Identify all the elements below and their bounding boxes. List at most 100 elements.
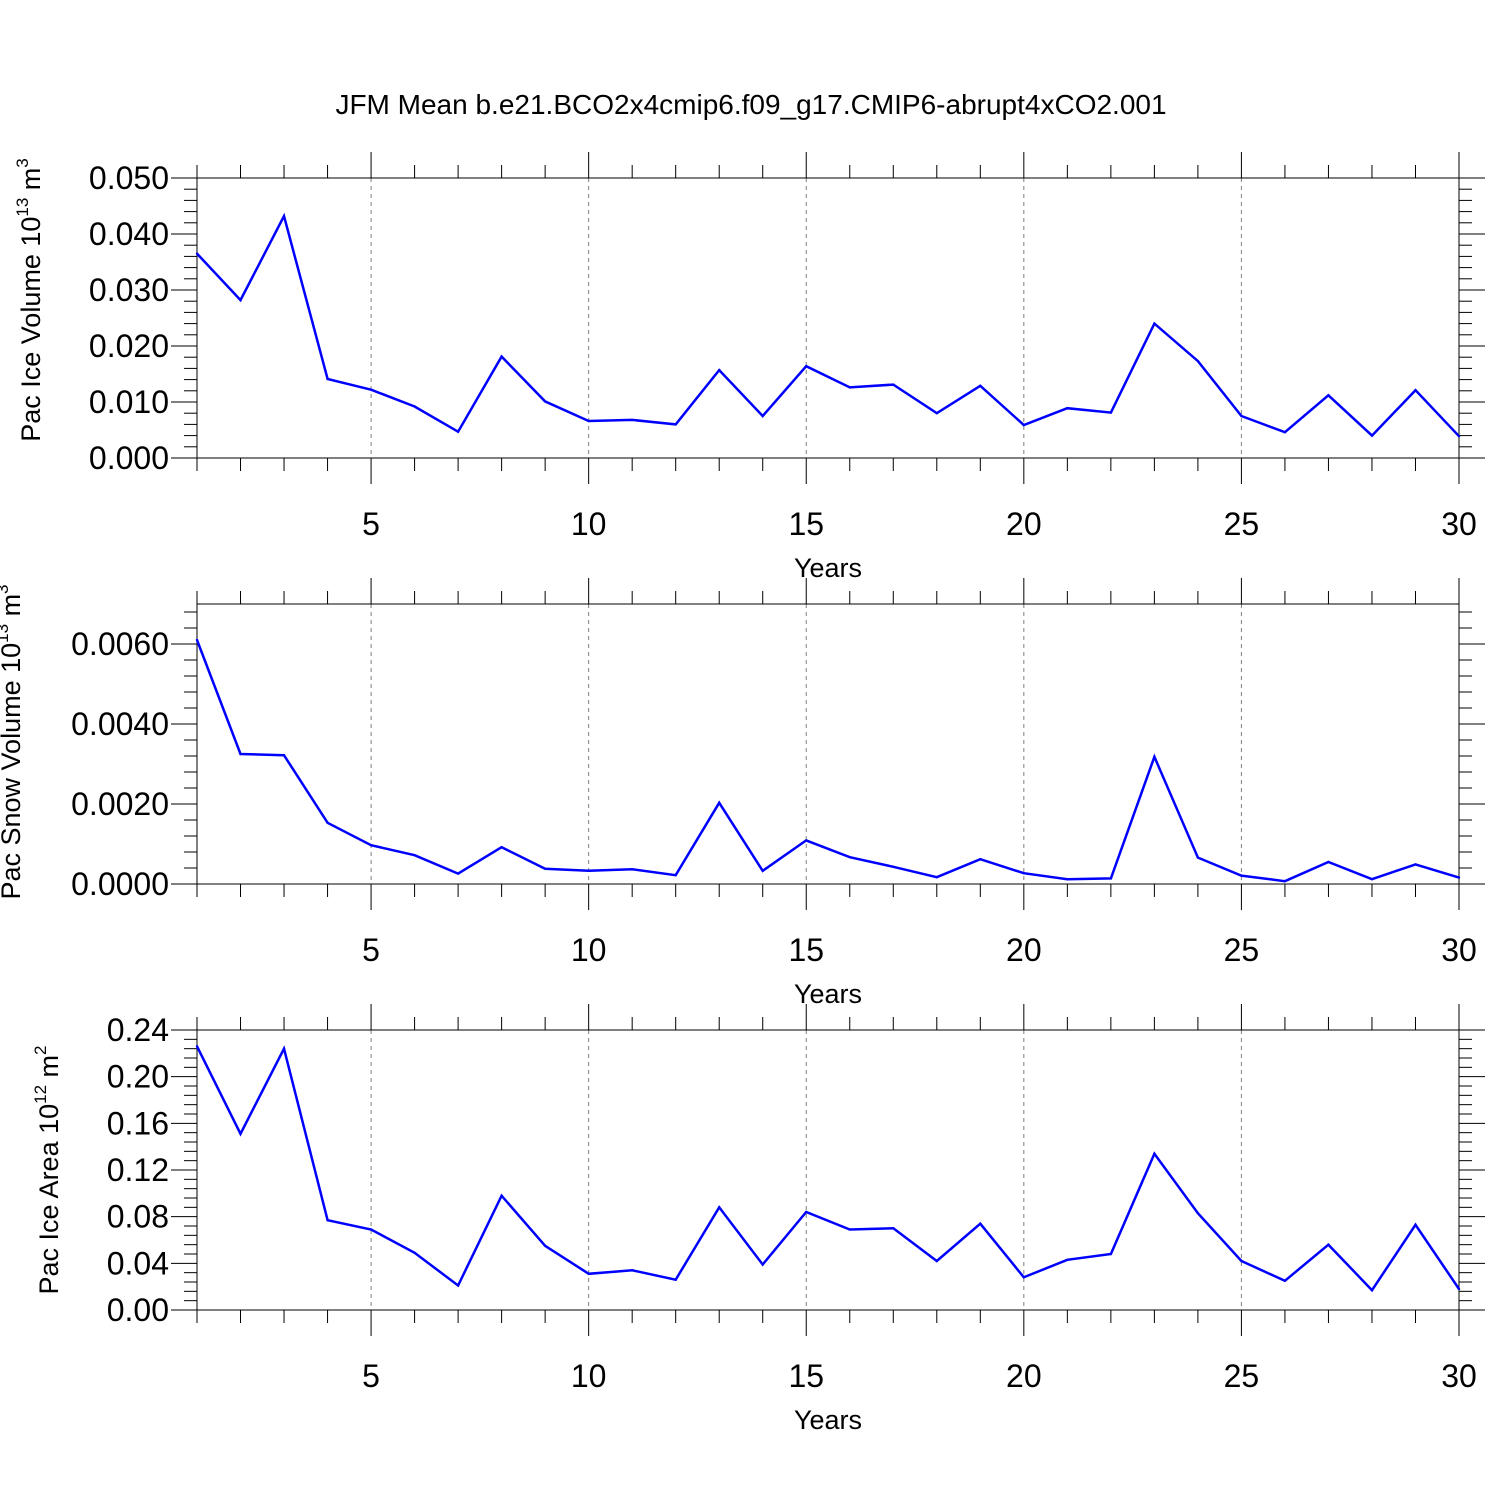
y-axis-label-text: Pac Snow Volume 10 [0,643,26,900]
data-point [1414,863,1417,866]
y-tick-label: 0.08 [107,1199,169,1235]
data-point [282,754,286,757]
data-point [718,801,721,804]
data-point [1370,434,1374,437]
panel-3: 0.00 0.04 0.08 0.12 0.16 0.20 0.24 5 10 15 20 25 30 Y… [31,1004,1485,1435]
x-tick-label: 15 [788,932,824,968]
y-tick-label: 0.04 [107,1245,169,1281]
data-point [1109,411,1113,414]
plot-frame [196,1029,1460,1311]
data-point [456,872,460,875]
data-point [1109,1252,1113,1256]
series-line [195,639,1460,883]
x-tick-label: 15 [788,506,824,542]
data-point [1283,1279,1287,1283]
x-tick-label: 30 [1441,1358,1477,1394]
x-tick-label: 30 [1441,506,1477,542]
data-point [326,377,329,381]
data-point [1240,1259,1243,1263]
y-axis-label-text: Pac Ice Volume 10 [16,217,46,442]
data-point [1414,1223,1417,1227]
y-tick-label: 0.010 [89,384,169,420]
y-tick-label: 0.030 [89,272,169,308]
data-point [456,430,460,433]
data-point [674,874,677,877]
data-point [1153,1152,1156,1155]
data-point [326,1219,329,1222]
data-point [935,876,938,879]
data-point [1066,1258,1069,1262]
x-axis-label: Years [794,979,862,1009]
data-point [1196,359,1200,363]
y-axis-label-text: m [34,1055,64,1085]
data-point [848,1228,851,1231]
data-point [500,355,503,358]
y-axis-label-text: Pac Ice Area 10 [34,1104,64,1295]
data-point [892,1227,895,1230]
data-point [413,405,416,408]
x-tick-label: 25 [1224,506,1260,542]
data-point [1066,407,1069,410]
y-axis-label-text: m [16,168,46,198]
data-point [500,1194,503,1197]
y-axis-label-superscript: 3 [13,158,32,167]
x-tick-label: 20 [1006,506,1042,542]
data-point [239,298,242,302]
data-point [761,1263,764,1266]
data-point [631,1269,634,1272]
data-point [195,1045,199,1048]
data-point [282,214,286,218]
data-point [500,846,503,849]
y-axis-label-superscript: 13 [13,198,32,217]
x-tick-label: 5 [362,506,380,542]
data-point [761,869,764,872]
data-point [1240,414,1243,418]
data-point [1327,1243,1330,1246]
data-point [587,419,590,423]
x-tick-label: 10 [571,1358,607,1394]
data-point [1283,880,1287,883]
data-point [805,1210,808,1214]
data-point [1240,874,1243,877]
data-point [1196,856,1200,859]
data-point [979,1222,982,1225]
y-tick-label: 0.16 [107,1105,169,1141]
series-line [196,212,1460,438]
data-point [1109,877,1113,880]
y-tick-label: 0.020 [89,328,169,364]
panel-2: 0.0000 0.0020 0.0040 0.0060 5 10 15 20 25 30 Years… [0,578,1485,1009]
data-point [1022,423,1025,427]
data-point [631,418,634,422]
data-point [979,384,982,387]
data-point [848,386,851,389]
data-point [1327,394,1330,397]
data-point [761,414,764,418]
data-point [1196,1212,1200,1215]
x-tick-label: 10 [571,506,607,542]
plot-frame [196,177,1460,459]
y-tick-label: 0.24 [107,1012,169,1048]
x-tick-label: 5 [362,932,380,968]
y-tick-label: 0.0040 [71,706,169,742]
y-tick-label: 0.0020 [71,786,169,822]
data-point [1370,1289,1374,1292]
x-tick-label: 25 [1224,932,1260,968]
series-line [195,1045,1461,1293]
y-axis-label-superscript: 12 [31,1085,50,1104]
data-point [1327,860,1330,864]
y-axis-label: Pac Ice Area 1012 m2 [31,1045,64,1294]
data-point [1022,1276,1025,1279]
data-point [326,821,329,824]
data-point [587,869,590,872]
x-tick-label: 15 [788,1358,824,1394]
data-point [413,1251,416,1255]
x-tick-label: 20 [1006,1358,1042,1394]
data-point [1066,878,1069,881]
chart-title: JFM Mean b.e21.BCO2x4cmip6.f09_g17.CMIP6… [335,89,1166,120]
x-tick-label: 30 [1441,932,1477,968]
y-tick-label: 0.12 [107,1152,169,1188]
y-tick-label: 0.0000 [71,866,169,902]
data-point [1457,1287,1461,1291]
data-point [1153,755,1156,758]
